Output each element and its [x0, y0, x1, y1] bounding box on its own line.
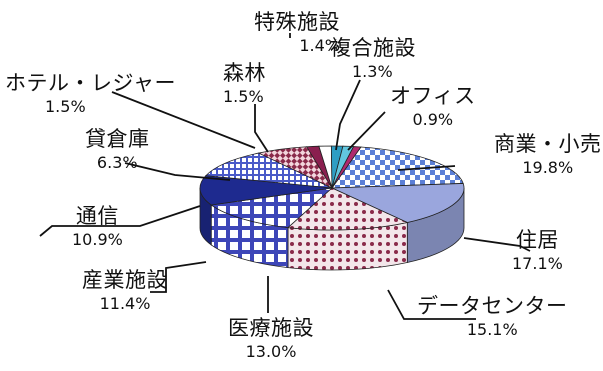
- label-shogyo: 商業・小売 19.8%: [494, 134, 602, 176]
- label-fukugo-name: 複合施設: [330, 36, 416, 60]
- label-shogyo-name: 商業・小売: [494, 132, 602, 156]
- leader-line-2: [254, 104, 269, 153]
- label-sangyo-value: 11.4%: [99, 294, 151, 313]
- label-kashisouko-value: 6.3%: [96, 153, 138, 172]
- label-jukyo-name: 住居: [515, 228, 559, 252]
- label-iryo-value: 13.0%: [245, 342, 297, 361]
- label-office: オフィス 0.9%: [390, 86, 476, 128]
- label-shinrin: 森林 1.5%: [223, 63, 266, 105]
- leader-line-3: [111, 91, 256, 149]
- label-shogyo-value: 19.8%: [522, 158, 574, 177]
- leader-line-5: [124, 162, 231, 181]
- pie-slice-2: [287, 187, 409, 231]
- leader-line-7: [39, 205, 201, 237]
- pie-slice-0: [331, 146, 464, 189]
- label-hotel: ホテル・レジャー 1.5%: [5, 73, 176, 115]
- label-tokushu-value: 1.4%: [299, 36, 340, 55]
- label-datacenter-name: データセンター: [417, 294, 568, 318]
- label-tokushu-name: 特殊施設: [254, 10, 340, 34]
- label-sangyo: 産業施設 11.4%: [82, 270, 168, 312]
- label-hotel-name: ホテル・レジャー: [5, 71, 176, 95]
- leader-line-4: [347, 111, 386, 151]
- pie-slice-11: [331, 146, 362, 189]
- label-jukyo: 住居 17.1%: [512, 230, 563, 272]
- label-kashisouko-name: 貸倉庫: [85, 127, 150, 151]
- pie-slice-3: [210, 187, 334, 229]
- leader-line-6: [397, 165, 456, 171]
- leader-line-1: [335, 79, 361, 151]
- label-datacenter: データセンター 15.1%: [417, 296, 568, 338]
- label-jukyo-value: 17.1%: [512, 254, 563, 273]
- label-iryo: 医療施設 13.0%: [228, 318, 314, 360]
- leader-line-8: [463, 237, 531, 252]
- label-fukugo: 複合施設 1.3%: [330, 38, 416, 80]
- label-hotel-value: 1.5%: [45, 97, 86, 116]
- leader-line-10: [387, 289, 476, 320]
- label-sangyo-name: 産業施設: [82, 268, 168, 292]
- pie-slice-5: [204, 152, 333, 189]
- label-tsushin-name: 通信: [75, 204, 119, 228]
- label-datacenter-value: 15.1%: [466, 320, 518, 339]
- label-office-name: オフィス: [390, 84, 476, 108]
- pie-slice-4: [199, 175, 333, 206]
- label-tokushu: 特殊施設 1.4%: [254, 12, 340, 54]
- label-fukugo-value: 1.3%: [352, 62, 393, 81]
- label-kashisouko: 貸倉庫 6.3%: [85, 129, 150, 171]
- label-shinrin-name: 森林: [223, 61, 266, 85]
- label-shinrin-value: 1.5%: [223, 87, 264, 106]
- label-iryo-name: 医療施設: [228, 316, 314, 340]
- label-tsushin: 通信 10.9%: [72, 206, 123, 248]
- label-tsushin-value: 10.9%: [72, 230, 123, 249]
- label-office-value: 0.9%: [412, 110, 454, 129]
- pie-slice-1: [331, 183, 465, 223]
- leader-line-9: [150, 261, 207, 293]
